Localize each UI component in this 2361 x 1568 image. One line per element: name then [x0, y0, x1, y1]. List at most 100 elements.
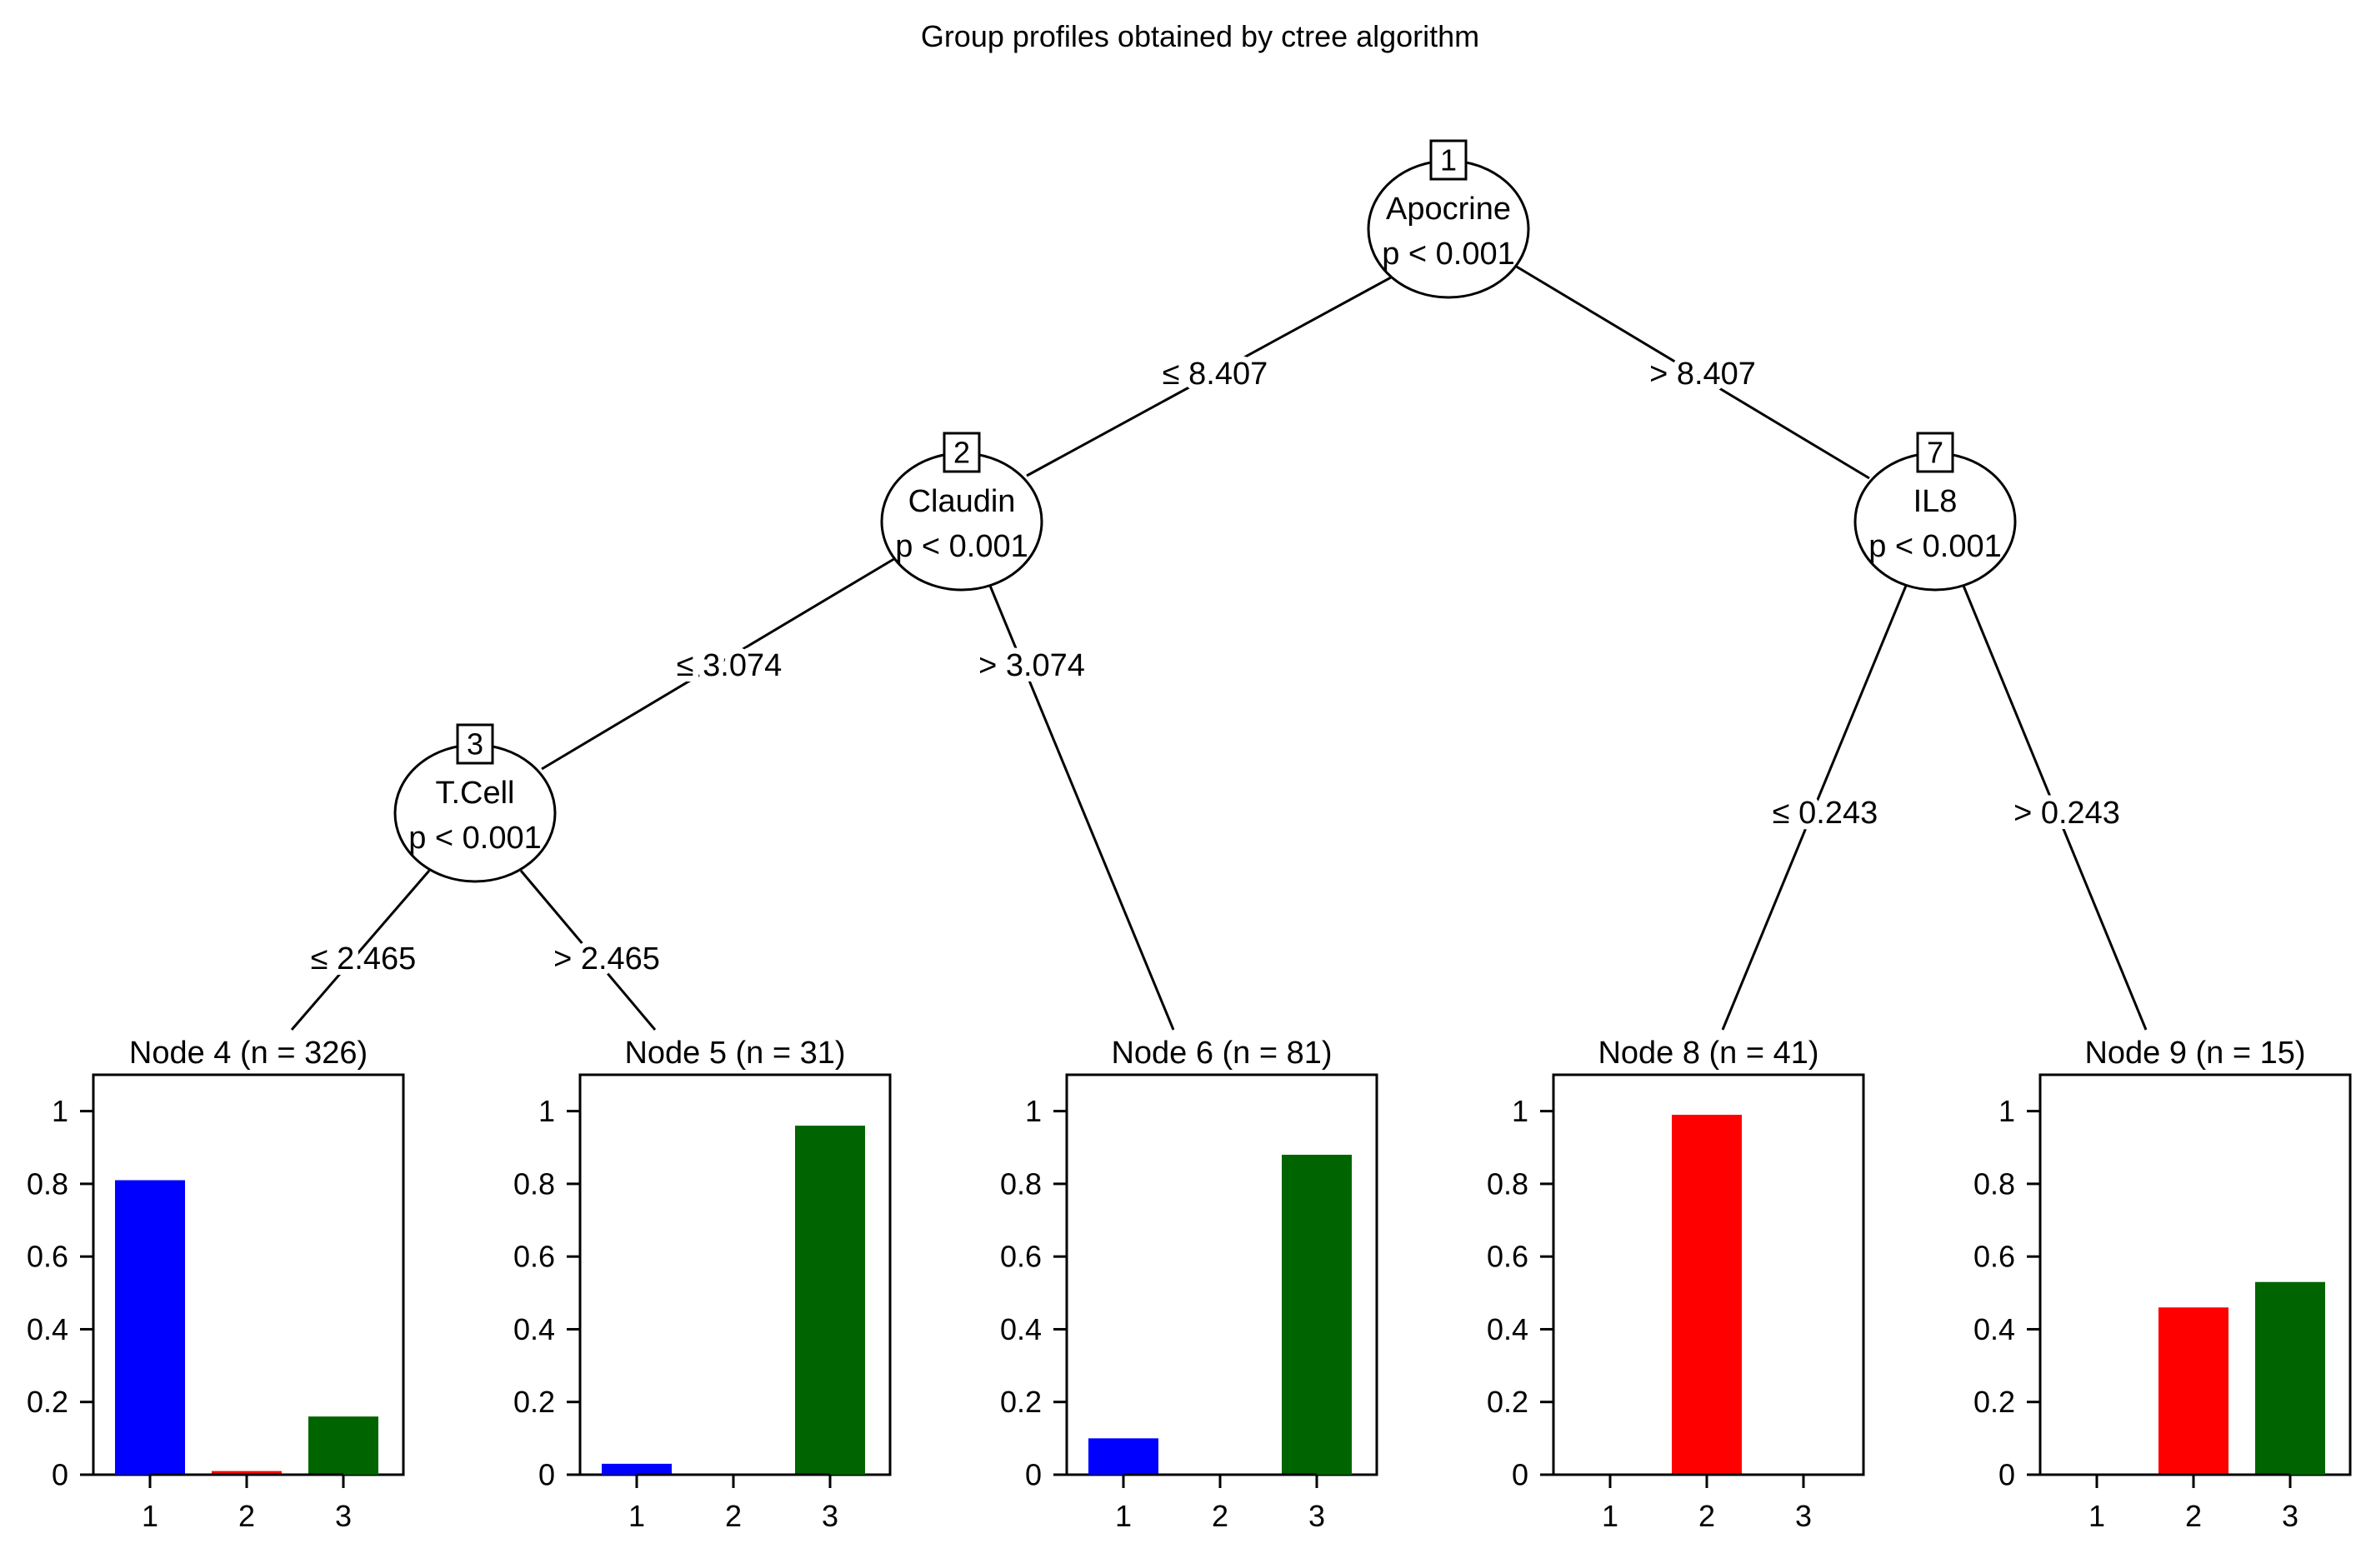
edge-3-5: [519, 870, 657, 1031]
panel-title: Node 6 (n = 81): [1111, 1036, 1332, 1071]
y-tick-label: 0: [52, 1458, 68, 1492]
y-tick-label: 0.2: [27, 1385, 68, 1419]
terminal-node-6: Node 6 (n = 81) 0 0.2 0.4 0.6 0.8 1 1 2 3: [1000, 1036, 1378, 1533]
y-tick-label: 0.6: [513, 1240, 555, 1274]
node-p-value-label: p < 0.001: [895, 529, 1028, 564]
panel-title: Node 8 (n = 41): [1598, 1036, 1818, 1071]
x-tick-label: 2: [1212, 1499, 1228, 1533]
inner-node-3: 3 T.Cell p < 0.001: [393, 723, 557, 883]
edge-1-7: [1514, 264, 1870, 480]
node-variable-label: Claudin: [908, 484, 1016, 519]
bar-class-3: [2255, 1281, 2325, 1475]
terminal-node-9: Node 9 (n = 15) 0 0.2 0.4 0.6 0.8 1 1 2 3: [1973, 1036, 2352, 1533]
edge-label-7-8: ≤ 0.243: [1773, 796, 1878, 831]
x-tick-label: 2: [238, 1499, 255, 1533]
node-id-label: 1: [1440, 143, 1457, 177]
panel-title: Node 5 (n = 31): [624, 1036, 845, 1071]
edge-label-1-2: ≤ 8.407: [1163, 357, 1268, 392]
edge-label-7-9: > 0.243: [2013, 796, 2120, 831]
y-tick-label: 0: [1998, 1458, 2015, 1492]
edge-7-8: [1721, 585, 1908, 1031]
x-tick-label: 3: [822, 1499, 838, 1533]
node-variable-label: Apocrine: [1386, 192, 1511, 227]
y-tick-label: 1: [52, 1094, 68, 1128]
bar-class-3: [795, 1126, 865, 1475]
x-tick-label: 3: [1795, 1499, 1812, 1533]
panel-title: Node 9 (n = 15): [2084, 1036, 2305, 1071]
x-tick-label: 3: [2282, 1499, 2298, 1533]
node-ellipse: [1367, 159, 1530, 299]
terminal-node-panels: Node 4 (n = 326) 0 0.2 0.4 0.6 0.8 1 1 2 3 Node 5 …: [27, 1036, 2352, 1533]
y-tick-label: 0.4: [513, 1312, 555, 1346]
node-p-value-label: p < 0.001: [1868, 529, 2002, 564]
bar-class-1: [1088, 1438, 1158, 1475]
y-tick-label: 0.8: [513, 1166, 555, 1201]
x-tick-label: 3: [1308, 1499, 1325, 1533]
y-tick-label: 0: [1025, 1458, 1042, 1492]
node-id-label: 2: [953, 436, 970, 470]
edge-label-2-3: ≤ 3.074: [677, 648, 783, 683]
node-id-box: [943, 432, 981, 473]
bar-class-2: [1672, 1115, 1742, 1475]
inner-node-2: 2 Claudin p < 0.001: [880, 432, 1043, 592]
terminal-node-5: Node 5 (n = 31) 0 0.2 0.4 0.6 0.8 1 1 2 3: [513, 1036, 892, 1533]
y-tick-label: 1: [538, 1094, 555, 1128]
y-tick-label: 0.6: [27, 1240, 68, 1274]
y-tick-label: 0.2: [513, 1385, 555, 1419]
y-tick-label: 0.6: [1487, 1240, 1528, 1274]
panel-title: Node 4 (n = 326): [129, 1036, 368, 1071]
y-tick-label: 0.6: [1973, 1240, 2015, 1274]
bar-class-1: [115, 1180, 185, 1475]
y-tick-label: 0.4: [1000, 1312, 1042, 1346]
y-tick-label: 0.4: [1487, 1312, 1528, 1346]
x-tick-label: 3: [335, 1499, 352, 1533]
y-tick-label: 0.4: [1973, 1312, 2015, 1346]
inner-node-7: 7 IL8 p < 0.001: [1853, 432, 2017, 592]
y-tick-label: 1: [1025, 1094, 1042, 1128]
node-id-box: [1429, 139, 1468, 181]
y-tick-label: 0.8: [1973, 1166, 2015, 1201]
y-tick-label: 0.8: [27, 1166, 68, 1201]
y-tick-label: 0: [538, 1458, 555, 1492]
x-tick-label: 1: [1115, 1499, 1132, 1533]
edge-7-9: [1962, 585, 2148, 1031]
edge-label-2-6: > 3.074: [978, 648, 1085, 683]
x-tick-label: 1: [1602, 1499, 1618, 1533]
edge-2-6: [988, 585, 1175, 1031]
figure-title: Group profiles obtained by ctree algorit…: [921, 19, 1479, 53]
y-tick-label: 0.4: [27, 1312, 68, 1346]
node-ellipse: [393, 743, 557, 883]
tree-inner-nodes: 1 Apocrine p < 0.001 2 Claudin p < 0.001 3 T.Ce…: [393, 139, 2017, 883]
node-id-box: [1916, 432, 1954, 473]
y-tick-label: 0.2: [1973, 1385, 2015, 1419]
edge-label-3-5: > 2.465: [553, 941, 660, 976]
y-tick-label: 0.2: [1000, 1385, 1042, 1419]
bar-class-3: [1282, 1155, 1352, 1475]
y-tick-label: 0.2: [1487, 1385, 1528, 1419]
terminal-node-4: Node 4 (n = 326) 0 0.2 0.4 0.6 0.8 1 1 2 3: [27, 1036, 405, 1533]
bar-class-2: [2158, 1307, 2228, 1475]
node-variable-label: IL8: [1913, 484, 1958, 519]
bar-class-3: [308, 1416, 378, 1475]
edge-2-3: [541, 556, 898, 771]
node-p-value-label: p < 0.001: [408, 821, 542, 856]
tree-edges: ≤ 8.407 > 8.407 ≤ 3.074 > 3.074 ≤ 2.465 > 2.4…: [290, 264, 2148, 1031]
edge-label-3-4: ≤ 2.465: [311, 941, 417, 976]
edge-3-4: [290, 870, 431, 1031]
x-tick-label: 1: [2088, 1499, 2105, 1533]
node-ellipse: [1853, 452, 2017, 592]
edge-label-1-7: > 8.407: [1649, 357, 1756, 392]
y-tick-label: 0.8: [1487, 1166, 1528, 1201]
node-id-label: 3: [467, 727, 483, 762]
y-tick-label: 1: [1512, 1094, 1528, 1128]
x-tick-label: 2: [2185, 1499, 2202, 1533]
x-tick-label: 2: [1698, 1499, 1715, 1533]
y-tick-label: 0.6: [1000, 1240, 1042, 1274]
node-p-value-label: p < 0.001: [1382, 237, 1515, 272]
y-tick-label: 0.8: [1000, 1166, 1042, 1201]
bar-class-2: [212, 1471, 282, 1475]
inner-node-1: 1 Apocrine p < 0.001: [1367, 139, 1530, 299]
x-tick-label: 2: [725, 1499, 742, 1533]
y-tick-label: 1: [1998, 1094, 2015, 1128]
